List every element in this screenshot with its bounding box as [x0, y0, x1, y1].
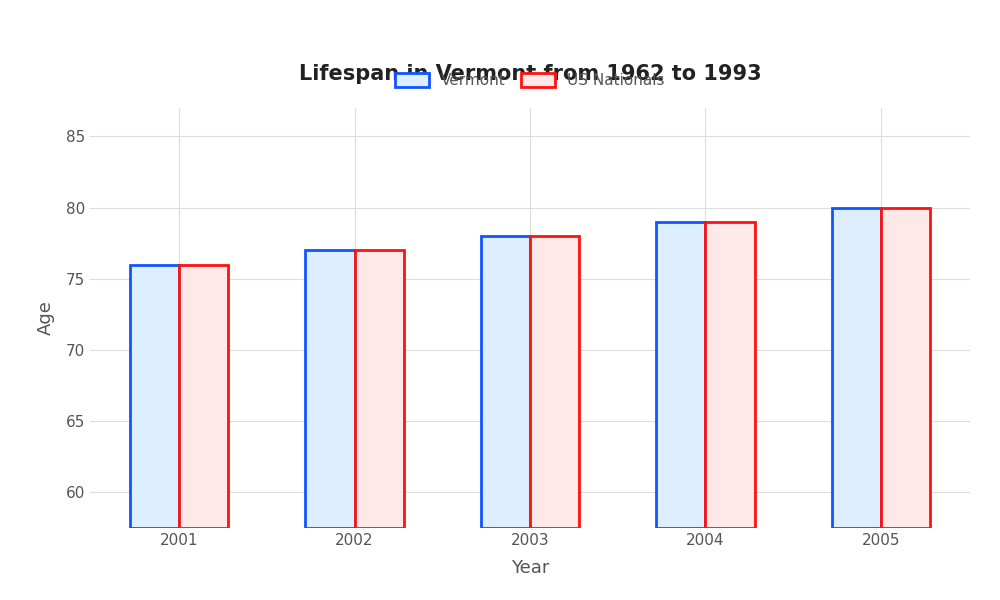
- Y-axis label: Age: Age: [37, 301, 55, 335]
- Bar: [130, 265, 179, 528]
- Bar: [705, 222, 755, 528]
- X-axis label: Year: Year: [511, 559, 549, 577]
- Bar: [481, 236, 530, 528]
- Bar: [832, 208, 881, 528]
- Bar: [179, 265, 228, 528]
- Bar: [656, 222, 705, 528]
- Title: Lifespan in Vermont from 1962 to 1993: Lifespan in Vermont from 1962 to 1993: [299, 64, 761, 84]
- Bar: [305, 250, 355, 528]
- Bar: [881, 208, 930, 528]
- Bar: [530, 236, 579, 528]
- Legend: Vermont, US Nationals: Vermont, US Nationals: [388, 65, 672, 95]
- Bar: [355, 250, 404, 528]
